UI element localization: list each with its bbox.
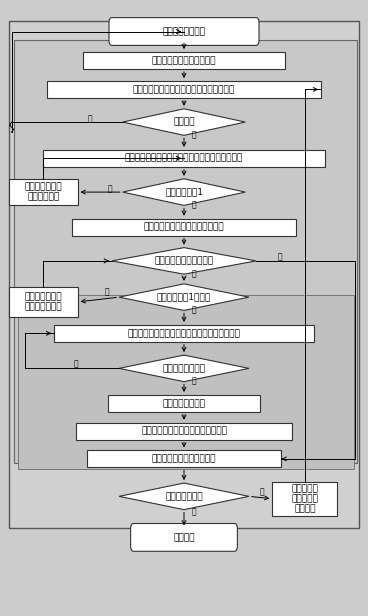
Text: 否: 否 (191, 508, 196, 517)
Text: 节点完成时间增大: 节点完成时间增大 (163, 364, 205, 373)
Text: 是: 是 (191, 200, 196, 209)
Bar (72, 219, 296, 235)
Text: 节点序列已形成调度序列: 节点序列已形成调度序列 (155, 256, 213, 265)
Bar (76, 423, 292, 440)
Text: 任务节点调度开始: 任务节点调度开始 (163, 27, 205, 36)
Text: 是: 是 (104, 288, 109, 297)
Polygon shape (123, 179, 245, 205)
Text: 合并两序列成调度形成序列: 合并两序列成调度形成序列 (152, 455, 216, 463)
Bar (86, 450, 282, 468)
Text: 将该节点序
列虚拟为产
品加工树: 将该节点序 列虚拟为产 品加工树 (291, 484, 318, 514)
Bar (43, 150, 325, 167)
Bar (54, 325, 314, 342)
Text: 取出队列中第一个任务节点并从队列中删除该节点: 取出队列中第一个任务节点并从队列中删除该节点 (125, 154, 243, 163)
FancyBboxPatch shape (131, 524, 237, 551)
Polygon shape (123, 109, 245, 136)
Polygon shape (119, 483, 249, 509)
Text: 是: 是 (259, 487, 264, 496)
Polygon shape (112, 248, 256, 274)
Bar (108, 395, 260, 412)
Text: 否: 否 (74, 360, 78, 368)
Text: 将该序列虚拟为
一棵产品加工树: 将该序列虚拟为 一棵产品加工树 (25, 292, 62, 312)
Text: 否: 否 (191, 306, 196, 314)
Text: 否: 否 (191, 269, 196, 278)
Polygon shape (119, 355, 249, 382)
Text: 分别形成调度序列: 分别形成调度序列 (163, 399, 205, 408)
Text: 是: 是 (88, 114, 92, 123)
Polygon shape (119, 284, 249, 310)
Bar (47, 81, 321, 98)
Bar (9, 21, 359, 529)
Text: 队列为空: 队列为空 (173, 118, 195, 126)
Text: 否: 否 (191, 130, 196, 139)
Text: 由叶节点起依次将关键路径上节点加入队列: 由叶节点起依次将关键路径上节点加入队列 (133, 85, 235, 94)
Bar (14, 40, 357, 463)
Text: 取不在关键路径上的紧前节点序列: 取不在关键路径上的紧前节点序列 (144, 222, 224, 232)
Text: 存在未调度节点: 存在未调度节点 (165, 492, 203, 501)
Text: 节点入度大于1: 节点入度大于1 (165, 188, 203, 197)
Bar (9, 179, 78, 205)
Text: 将节点分配到使其最早完成的序列上: 将节点分配到使其最早完成的序列上 (141, 427, 227, 436)
Bar (83, 52, 285, 69)
Bar (272, 482, 337, 516)
Text: 调度完成: 调度完成 (173, 533, 195, 542)
Text: 存在入度大于1的节点: 存在入度大于1的节点 (157, 293, 211, 302)
Text: 查找产品加工树的关键路径: 查找产品加工树的关键路径 (152, 56, 216, 65)
Text: 是: 是 (191, 376, 196, 386)
Text: 是: 是 (278, 252, 282, 261)
Bar (18, 294, 354, 469)
Text: 拟合并紧关键前节点序列和非关键紧前节点序列: 拟合并紧关键前节点序列和非关键紧前节点序列 (128, 329, 240, 338)
Text: 与紧前节点序列
形成调度序列: 与紧前节点序列 形成调度序列 (25, 182, 62, 202)
Bar (9, 287, 78, 317)
Text: 否: 否 (108, 184, 112, 193)
FancyBboxPatch shape (109, 18, 259, 46)
